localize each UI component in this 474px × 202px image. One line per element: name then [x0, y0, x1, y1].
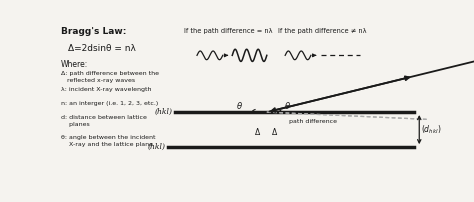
Text: n: an interger (i.e. 1, 2, 3, etc.): n: an interger (i.e. 1, 2, 3, etc.)	[61, 101, 158, 106]
Text: Δ: path difference between the
   reflected x-ray waves: Δ: path difference between the reflected…	[61, 71, 159, 82]
Text: If the path difference ≠ nλ: If the path difference ≠ nλ	[278, 28, 366, 34]
Text: λ: incident X-ray wavelength: λ: incident X-ray wavelength	[61, 87, 152, 92]
Text: $\Delta$: $\Delta$	[271, 126, 278, 137]
Text: (hkl): (hkl)	[148, 143, 166, 151]
Text: $\Delta$: $\Delta$	[254, 126, 261, 137]
Text: $\theta$: $\theta$	[236, 100, 243, 111]
Text: $(d_{hkl})$: $(d_{hkl})$	[421, 123, 441, 136]
Text: Where:: Where:	[61, 60, 88, 69]
Text: d: distance between lattice
    planes: d: distance between lattice planes	[61, 115, 147, 127]
Text: Bragg's Law:: Bragg's Law:	[61, 27, 127, 36]
Text: Δ=2dsinθ = nλ: Δ=2dsinθ = nλ	[68, 44, 137, 53]
Text: path difference: path difference	[289, 119, 337, 124]
Text: $\theta$: $\theta$	[283, 100, 291, 111]
Text: If the path difference = nλ: If the path difference = nλ	[184, 28, 273, 34]
Text: (hkl): (hkl)	[155, 108, 173, 116]
Text: θ: angle between the incident
    X-ray and the lattice plane: θ: angle between the incident X-ray and …	[61, 136, 155, 147]
